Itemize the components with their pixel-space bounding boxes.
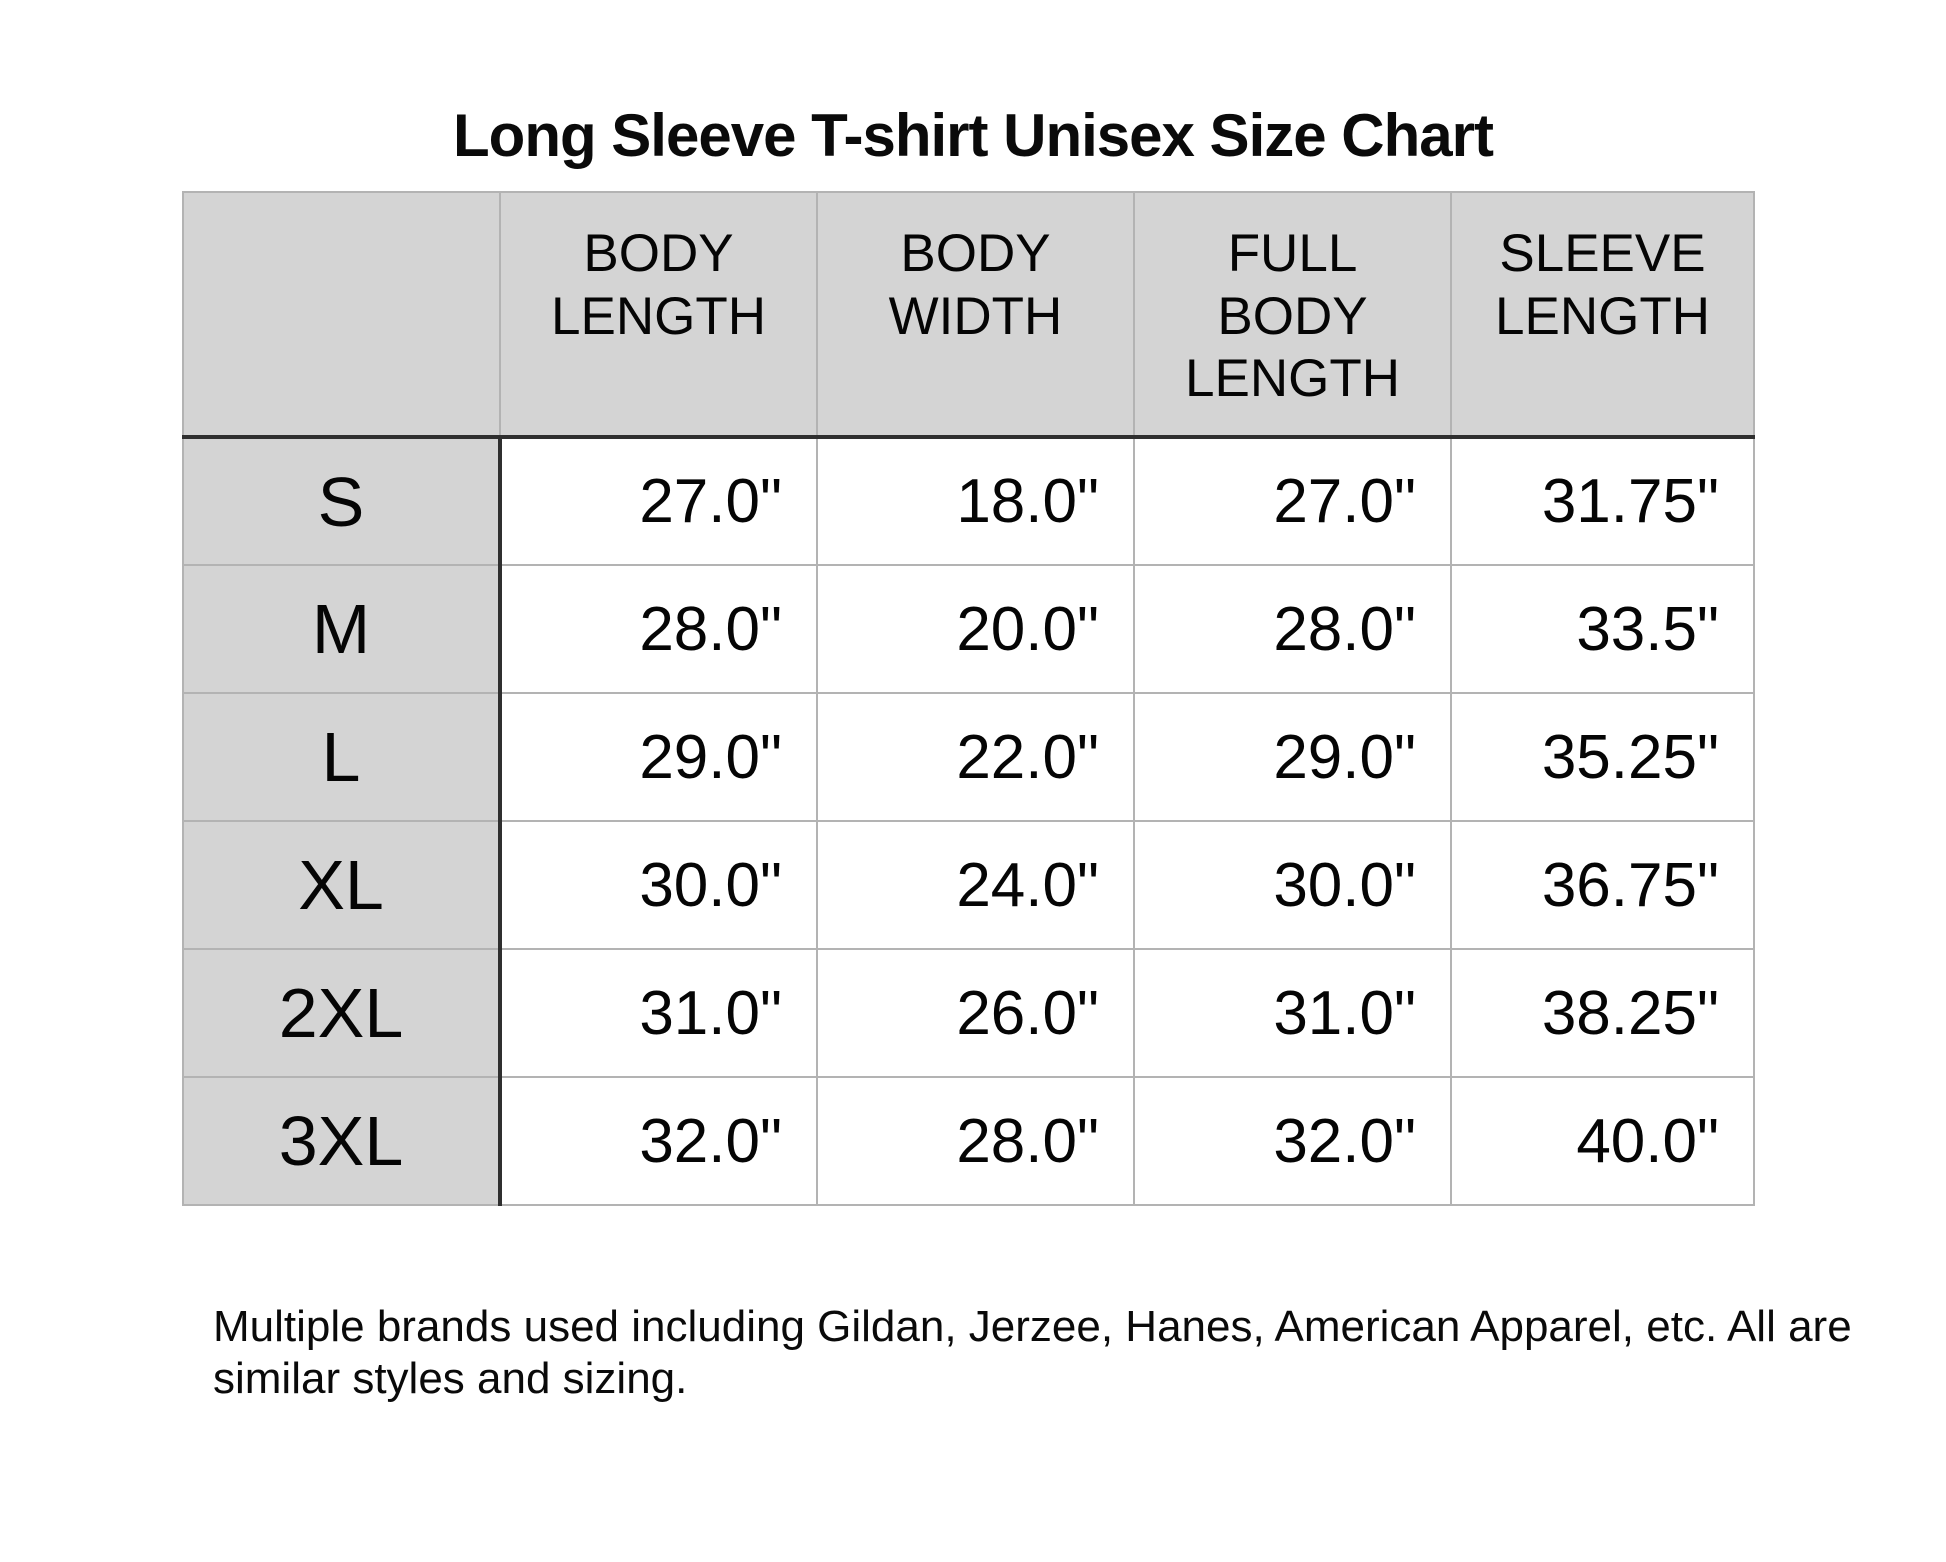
table-row-l: L 29.0" 22.0" 29.0" 35.25" <box>182 692 1755 823</box>
size-label: S <box>182 436 502 567</box>
measurement-cell: 20.0" <box>816 564 1135 695</box>
measurement-cell: 32.0" <box>1133 1076 1452 1207</box>
measurement-cell: 18.0" <box>816 436 1135 567</box>
measurement-cell: 28.0" <box>499 564 818 695</box>
measurement-cell: 35.25" <box>1450 692 1755 823</box>
corner-cell <box>182 191 501 440</box>
measurement-cell: 27.0" <box>499 436 818 567</box>
table-row-s: S 27.0" 18.0" 27.0" 31.75" <box>182 436 1755 567</box>
measurement-cell: 30.0" <box>499 820 818 951</box>
measurement-cell: 29.0" <box>499 692 818 823</box>
measurement-cell: 27.0" <box>1133 436 1452 567</box>
measurement-cell: 22.0" <box>816 692 1135 823</box>
measurement-cell: 31.0" <box>1133 948 1452 1079</box>
page-title: Long Sleeve T-shirt Unisex Size Chart <box>453 102 1494 169</box>
size-label: L <box>182 692 502 823</box>
measurement-cell: 26.0" <box>816 948 1135 1079</box>
table-row-m: M 28.0" 20.0" 28.0" 33.5" <box>182 564 1755 695</box>
size-label: XL <box>182 820 502 951</box>
table-row-xl: XL 30.0" 24.0" 30.0" 36.75" <box>182 820 1755 951</box>
header-row: BODY LENGTH BODY WIDTH FULL BODY LENGTH … <box>182 191 1755 440</box>
measurement-cell: 40.0" <box>1450 1076 1755 1207</box>
column-header-full-body-length: FULL BODY LENGTH <box>1133 191 1452 440</box>
column-header-body-width: BODY WIDTH <box>816 191 1135 440</box>
measurement-cell: 28.0" <box>1133 564 1452 695</box>
size-chart-table: BODY LENGTH BODY WIDTH FULL BODY LENGTH … <box>182 191 1755 1207</box>
table-row-2xl: 2XL 31.0" 26.0" 31.0" 38.25" <box>182 948 1755 1079</box>
measurement-cell: 29.0" <box>1133 692 1452 823</box>
size-label: 3XL <box>182 1076 502 1207</box>
measurement-cell: 33.5" <box>1450 564 1755 695</box>
measurement-cell: 31.75" <box>1450 436 1755 567</box>
size-label: M <box>182 564 502 695</box>
measurement-cell: 24.0" <box>816 820 1135 951</box>
measurement-cell: 30.0" <box>1133 820 1452 951</box>
footnote: Multiple brands used including Gildan, J… <box>213 1302 1852 1404</box>
size-label: 2XL <box>182 948 502 1079</box>
measurement-cell: 38.25" <box>1450 948 1755 1079</box>
column-header-body-length: BODY LENGTH <box>499 191 818 440</box>
measurement-cell: 28.0" <box>816 1076 1135 1207</box>
column-header-sleeve-length: SLEEVE LENGTH <box>1450 191 1755 440</box>
table-row-3xl: 3XL 32.0" 28.0" 32.0" 40.0" <box>182 1076 1755 1207</box>
measurement-cell: 32.0" <box>499 1076 818 1207</box>
measurement-cell: 31.0" <box>499 948 818 1079</box>
measurement-cell: 36.75" <box>1450 820 1755 951</box>
